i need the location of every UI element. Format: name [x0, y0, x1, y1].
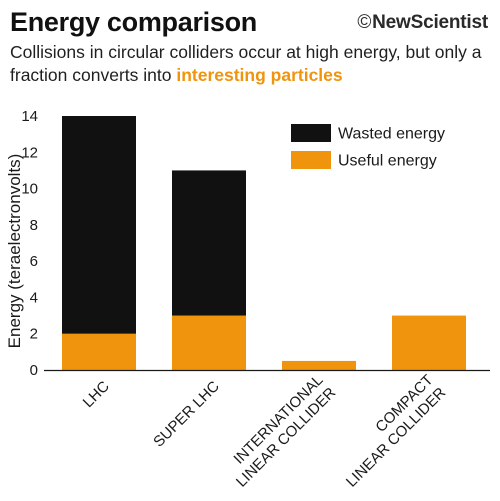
- bar-segment-useful-energy: [282, 360, 356, 370]
- copyright-symbol: ©: [357, 12, 372, 33]
- bar-segment-useful-energy: [62, 333, 136, 370]
- y-tick-label: 10: [21, 181, 38, 198]
- y-axis-ticks: 0 2 4 6 8 10 12 14: [21, 108, 38, 379]
- x-tick-label-line: LHC: [80, 378, 113, 411]
- bars: [62, 116, 466, 370]
- y-tick-label: 2: [30, 326, 38, 343]
- legend-label: Wasted energy: [338, 126, 445, 143]
- brand-logo: ©NewScientist: [357, 12, 488, 34]
- x-tick-label: SUPER LHC: [150, 378, 223, 451]
- legend-swatch: [291, 151, 331, 169]
- x-tick-label-line: SUPER LHC: [150, 378, 223, 451]
- bar-segment-useful-energy: [392, 315, 466, 370]
- bar-segment-wasted-energy: [172, 170, 246, 316]
- y-tick-label: 0: [30, 362, 38, 379]
- y-tick-label: 12: [21, 144, 38, 161]
- x-tick-label: LHC: [80, 378, 113, 411]
- legend: Wasted energy Useful energy: [291, 124, 445, 170]
- bar-segment-wasted-energy: [62, 116, 136, 334]
- bar-segment-useful-energy: [172, 315, 246, 370]
- y-tick-label: 8: [30, 217, 38, 234]
- y-tick-label: 6: [30, 253, 38, 270]
- y-tick-label: 14: [21, 108, 38, 125]
- chart-title: Energy comparison: [10, 7, 257, 37]
- legend-swatch: [291, 124, 331, 142]
- subtitle-highlight: interesting particles: [176, 65, 343, 85]
- y-axis-title: Energy (teraelectronvolts): [5, 154, 24, 349]
- brand-name: NewScientist: [372, 12, 488, 33]
- y-tick-label: 4: [30, 289, 38, 306]
- legend-label: Useful energy: [338, 153, 437, 170]
- subtitle-text: Collisions in circular colliders occur a…: [10, 42, 482, 85]
- chart-subtitle: Collisions in circular colliders occur a…: [10, 41, 490, 87]
